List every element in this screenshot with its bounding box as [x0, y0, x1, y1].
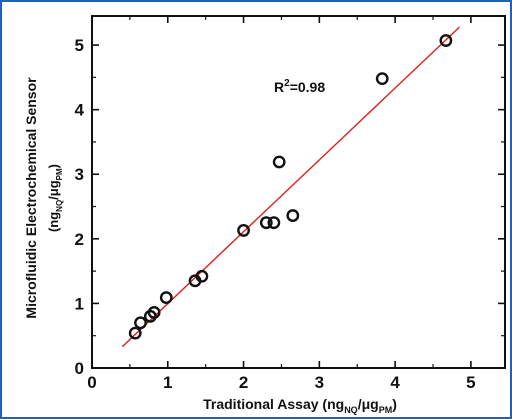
y-tick-label: 3 — [75, 165, 84, 184]
data-point — [195, 269, 209, 283]
data-point — [147, 306, 161, 319]
data-point — [128, 326, 142, 340]
y-tick-label: 1 — [75, 294, 84, 313]
data-point — [134, 316, 147, 330]
x-tick-label: 5 — [466, 373, 475, 392]
x-tick-label: 0 — [87, 373, 96, 392]
data-point — [375, 72, 389, 86]
x-tick-label: 3 — [315, 373, 324, 392]
x-tick-label: 1 — [163, 373, 172, 392]
y-axis-title: Microfluidic Electrochemical Sensor — [23, 77, 39, 319]
data-point — [237, 224, 250, 237]
data-point — [159, 291, 173, 304]
data-point — [259, 216, 273, 230]
data-point — [267, 216, 281, 230]
linear-fit-line — [121, 26, 461, 348]
data-point — [272, 155, 286, 169]
x-tick-label: 4 — [390, 373, 400, 392]
r-squared-annotation: R2=0.98 — [274, 78, 325, 95]
x-axis-title: Traditional Assay (ngNQ/μgPM) — [203, 396, 397, 415]
data-point — [286, 209, 300, 222]
data-point — [439, 34, 453, 47]
x-tick-label: 2 — [239, 373, 248, 392]
y-tick-label: 4 — [75, 101, 85, 120]
plot-area-frame — [91, 15, 506, 369]
y-axis-unit: (ngNQ/μgPM) — [46, 164, 64, 232]
y-tick-label: 2 — [75, 230, 84, 249]
y-tick-label: 5 — [75, 36, 84, 55]
y-tick-label: 0 — [75, 359, 84, 378]
